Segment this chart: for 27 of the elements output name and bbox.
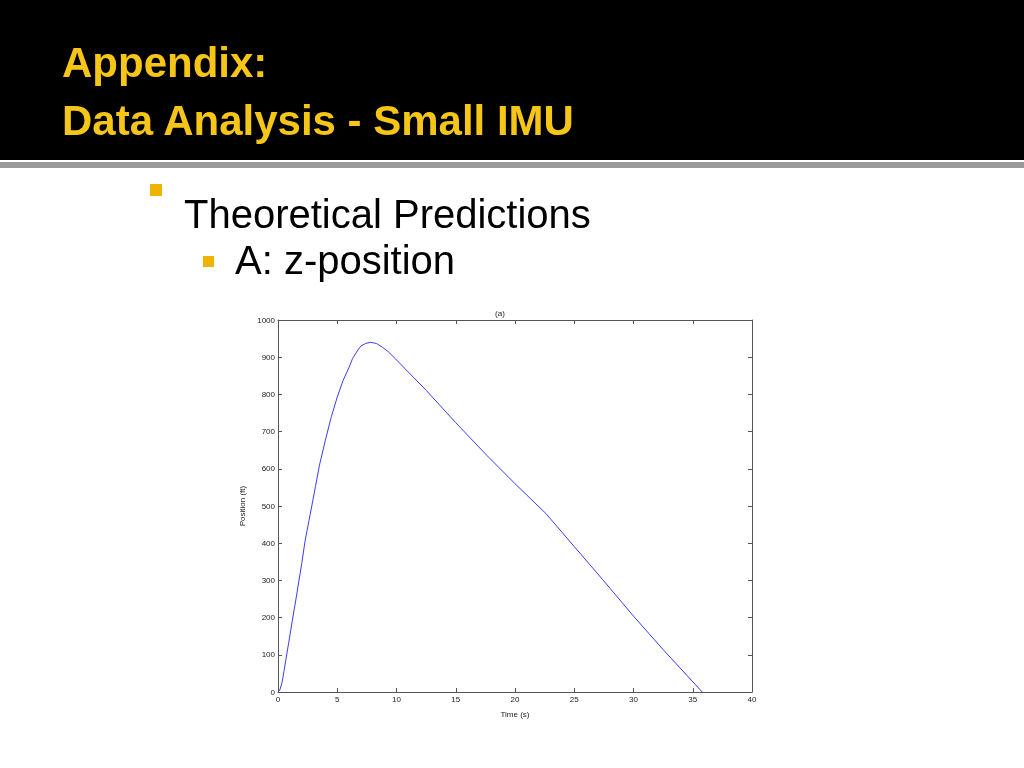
x-tick-label: 30 [629,694,639,704]
y-tick-label: 700 [261,427,276,437]
y-tick-label: 600 [261,464,276,474]
x-tick-label: 35 [688,694,698,704]
y-tick-label: 800 [261,389,276,399]
x-axis-title: Time (s) [500,709,530,719]
y-tick-label: 500 [261,501,276,511]
y-axis-title: Position (ft) [237,485,247,527]
line-series [277,341,703,693]
y-tick-label: 300 [261,575,276,585]
y-tick-label: 100 [261,650,276,660]
x-tick-label: 40 [747,694,757,704]
x-tick-label: 25 [569,694,580,704]
y-tick-label: 400 [261,538,276,548]
y-tick-label: 1000 [257,315,276,325]
text: Appendix: [62,38,269,88]
x-tick-label: 20 [510,694,520,704]
text: Data Analysis - Small IMU [62,96,574,146]
chart-title: (a) [495,308,506,318]
text: A: z-position [235,238,456,283]
x-tick-label: 10 [392,694,402,704]
text: Theoretical Predictions [184,192,591,237]
y-tick-label: 0 [270,687,276,697]
y-tick-label: 900 [261,352,276,362]
x-tick-label: 5 [335,694,341,704]
x-tick-label: 15 [451,694,461,704]
y-tick-label: 200 [261,613,276,623]
